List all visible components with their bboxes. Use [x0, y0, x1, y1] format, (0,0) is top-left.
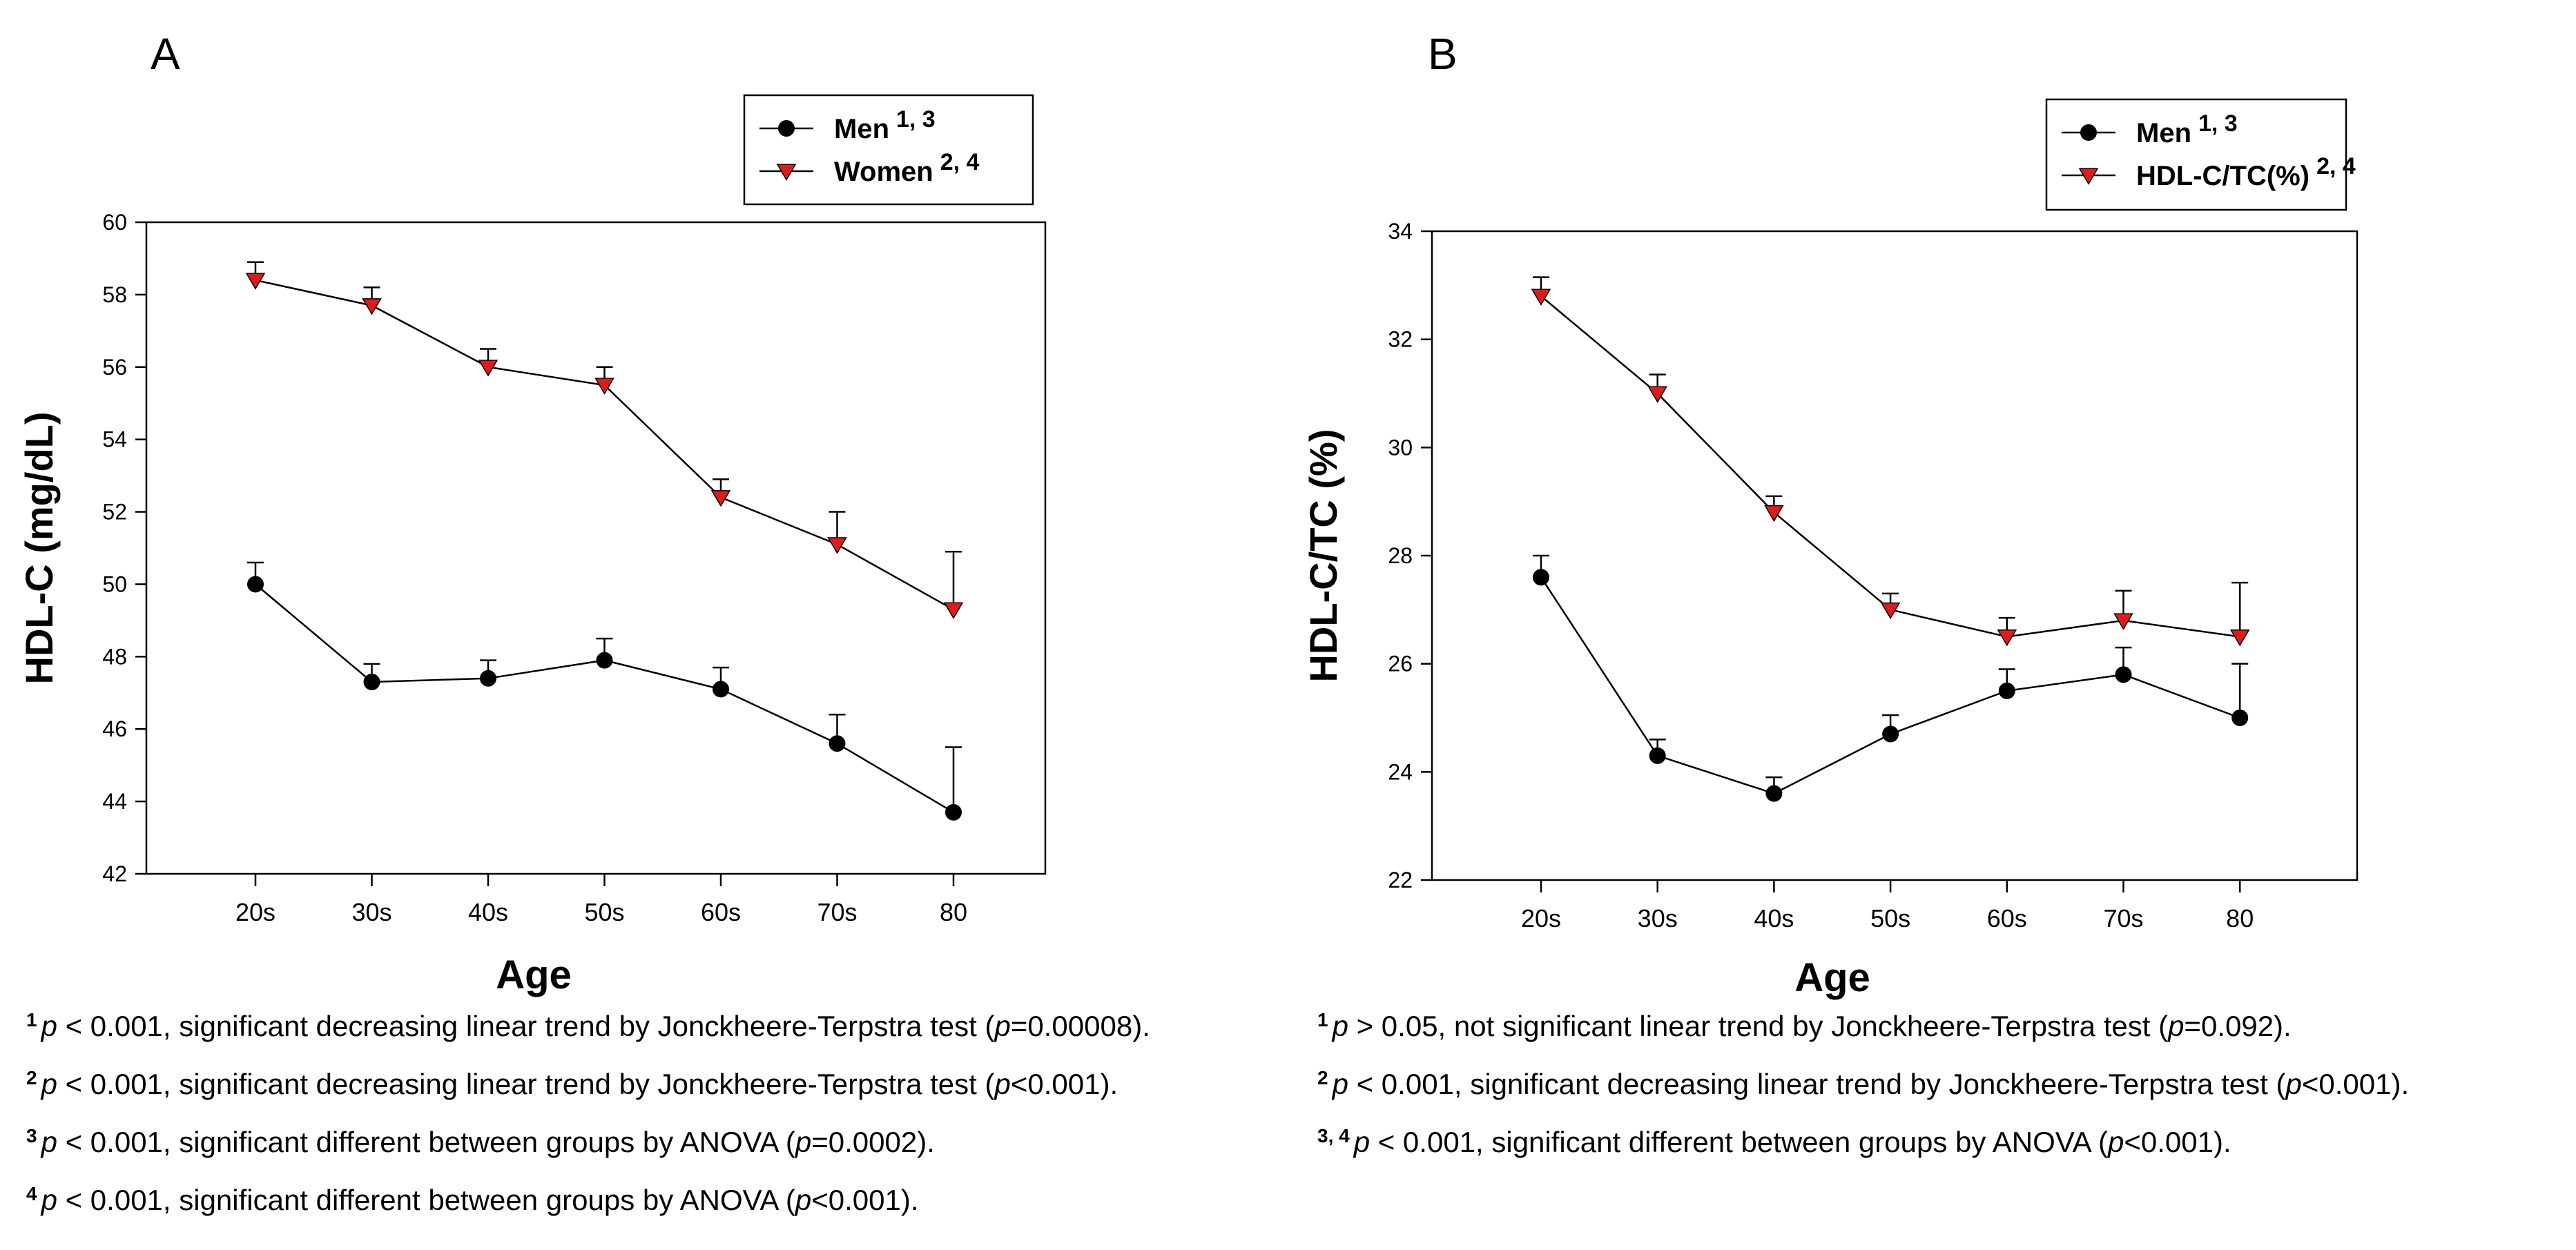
data-point: [594, 378, 614, 395]
data-point: [362, 298, 382, 315]
data-point: [2231, 710, 2249, 726]
data-point: [1882, 725, 1899, 743]
y-axis-label: HDL-C/TC (%): [1301, 429, 1345, 682]
y-tick-label: 50: [102, 572, 127, 596]
x-tick-label: 40s: [1754, 904, 1794, 932]
legend-marker: [776, 164, 797, 181]
legend-box: [2045, 98, 2347, 211]
data-point: [1764, 505, 1784, 523]
data-point: [1647, 386, 1668, 403]
legend-marker: [2080, 124, 2097, 141]
chart-panel-b: B 22 24 26 28 30 32 34 20s 30s 40s 50s 60s 70s 80 Age HD…: [1301, 29, 2359, 1000]
data-point: [247, 576, 264, 593]
x-tick-label: 40s: [468, 898, 508, 926]
panel-label: B: [1428, 29, 1458, 79]
data-point: [827, 537, 847, 554]
data-point: [480, 670, 496, 687]
y-tick-label: 52: [102, 500, 127, 525]
data-point: [1531, 289, 1551, 306]
x-tick-label: 60s: [701, 898, 741, 926]
y-axis-label: HDL-C (mg/dL): [17, 411, 61, 684]
legend-superscript: 1, 3: [2198, 110, 2238, 137]
x-tick-label: 60s: [1987, 904, 2027, 932]
data-point: [2229, 629, 2250, 647]
data-point: [478, 360, 498, 377]
y-tick-label: 58: [102, 282, 127, 307]
x-tick-label: 70s: [817, 898, 857, 926]
data-point: [710, 490, 731, 507]
x-axis-label: Age: [1794, 955, 1870, 1000]
legend-superscript: 1, 3: [896, 106, 936, 133]
data-point: [1998, 682, 2015, 699]
y-tick-label: 42: [102, 861, 127, 886]
legend-box: [743, 94, 1034, 206]
legend-marker: [778, 120, 795, 137]
y-tick-label: 56: [102, 355, 127, 380]
x-tick-label: 30s: [1638, 904, 1678, 932]
x-tick-label: 50s: [584, 898, 624, 926]
data-point: [1997, 629, 2017, 647]
series-women: [245, 261, 964, 619]
legend-superscript: 2, 4: [2316, 153, 2356, 179]
x-tick-label: 20s: [235, 898, 275, 926]
data-point: [2115, 666, 2132, 683]
y-tick-label: 26: [1388, 652, 1413, 676]
series-men: [1533, 554, 2249, 802]
data-point: [829, 735, 846, 752]
y-tick-label: 60: [102, 210, 127, 235]
y-tick-label: 54: [102, 427, 127, 452]
data-point: [1649, 747, 1666, 764]
series-men: [247, 561, 962, 821]
data-point: [1765, 785, 1783, 802]
data-point: [245, 273, 266, 290]
y-tick-label: 48: [102, 644, 127, 669]
chart-panel-a: A 42 44 46 48 50 52 54 56 58 60 20s 30s 40s 50s 60s 70s 8…: [17, 29, 1047, 997]
legend-superscript: 2, 4: [940, 149, 980, 175]
series-line: [255, 583, 954, 813]
data-point: [713, 681, 729, 698]
legend-marker: [2078, 168, 2099, 185]
x-tick-label: 30s: [351, 898, 391, 926]
y-tick-label: 32: [1388, 327, 1413, 352]
panel-label: A: [151, 29, 180, 79]
data-point: [1880, 602, 1901, 620]
x-tick-label: 50s: [1870, 904, 1910, 932]
x-tick-label: 20s: [1521, 904, 1561, 932]
series-women: [1531, 276, 2250, 647]
y-tick-label: 24: [1388, 759, 1413, 784]
series-line: [1540, 295, 2240, 638]
plot-frame: [145, 221, 1047, 875]
y-tick-label: 30: [1388, 435, 1413, 460]
x-axis-label: Age: [496, 953, 572, 997]
y-tick-label: 44: [102, 789, 127, 814]
data-point: [1533, 569, 1549, 586]
data-point: [596, 652, 613, 669]
y-tick-label: 34: [1388, 219, 1413, 244]
data-point: [2113, 613, 2133, 630]
y-tick-label: 22: [1388, 868, 1413, 892]
x-tick-label: 70s: [2103, 904, 2143, 932]
x-tick-label: 80: [2226, 904, 2254, 932]
x-tick-label: 80: [940, 898, 967, 926]
data-point: [945, 803, 962, 821]
series-line: [255, 279, 954, 611]
y-tick-label: 46: [102, 716, 127, 741]
data-point: [363, 674, 380, 691]
plot-frame: [1431, 230, 2359, 881]
y-tick-label: 28: [1388, 543, 1413, 568]
data-point: [943, 602, 964, 619]
